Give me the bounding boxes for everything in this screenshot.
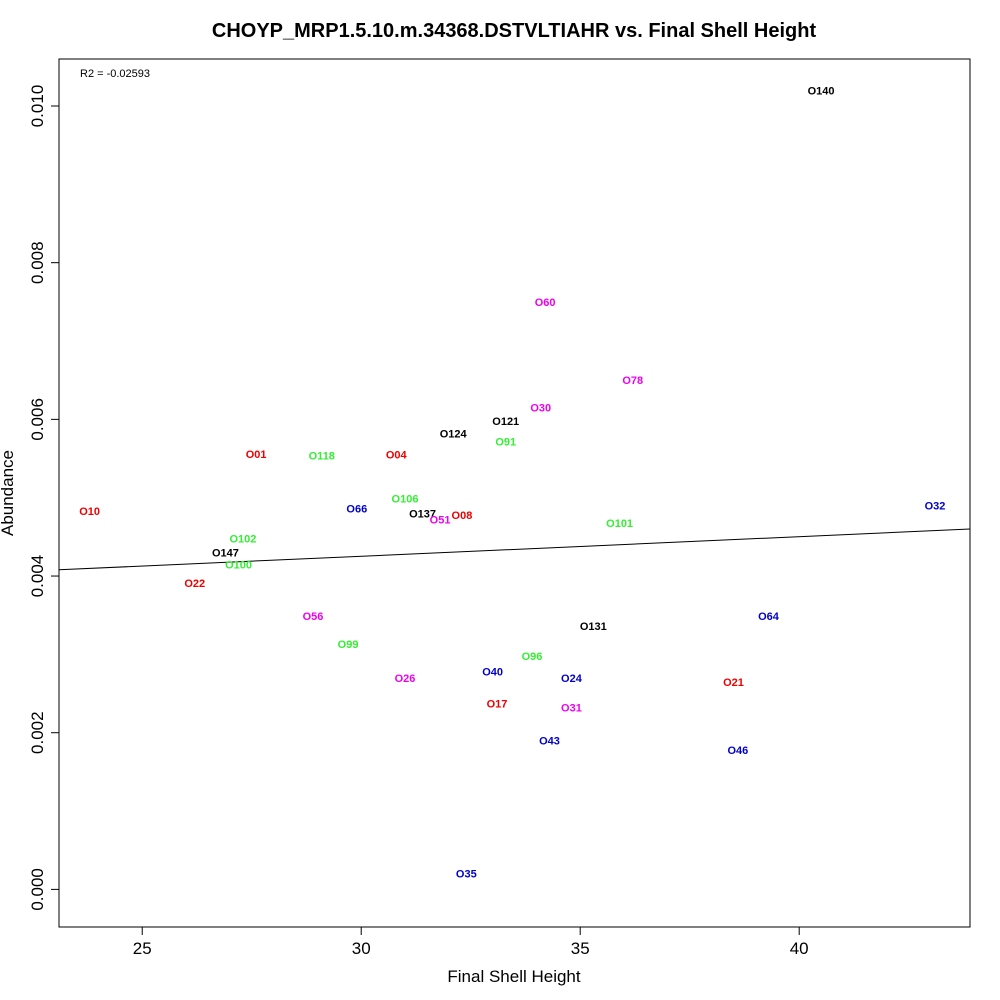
point-label-o46: O46 bbox=[727, 745, 748, 757]
y-axis: 0.000 0.002 0.004 0.006 0.008 0.010 bbox=[28, 85, 59, 911]
x-tick-label: 30 bbox=[352, 939, 371, 958]
y-tick-label: 0.010 bbox=[28, 85, 47, 128]
point-label-o24: O24 bbox=[561, 673, 583, 685]
point-label-o43: O43 bbox=[539, 736, 560, 748]
point-label-o31: O31 bbox=[561, 703, 582, 715]
y-axis-label: Abundance bbox=[0, 450, 17, 536]
point-label-o35: O35 bbox=[456, 869, 477, 881]
point-label-o26: O26 bbox=[395, 673, 416, 685]
point-label-o40: O40 bbox=[482, 667, 503, 679]
point-label-o131: O131 bbox=[580, 621, 607, 633]
point-label-o04: O04 bbox=[386, 450, 408, 462]
point-label-o102: O102 bbox=[229, 533, 256, 545]
plot-frame bbox=[58, 58, 971, 928]
chart-title: CHOYP_MRP1.5.10.m.34368.DSTVLTIAHR vs. F… bbox=[212, 20, 817, 42]
point-label-o96: O96 bbox=[522, 651, 543, 663]
point-label-o01: O01 bbox=[246, 449, 267, 461]
r2-annotation: R2 = -0.02593 bbox=[80, 68, 150, 80]
point-label-o78: O78 bbox=[622, 375, 643, 387]
point-label-o64: O64 bbox=[758, 611, 780, 623]
point-label-o10: O10 bbox=[79, 506, 100, 518]
x-tick-label: 25 bbox=[133, 939, 152, 958]
point-label-o30: O30 bbox=[530, 403, 551, 415]
point-label-o137: O137 bbox=[409, 508, 436, 520]
point-label-o60: O60 bbox=[535, 297, 556, 309]
point-label-o22: O22 bbox=[184, 578, 205, 590]
point-label-o121: O121 bbox=[492, 416, 519, 428]
point-label-o147: O147 bbox=[212, 548, 239, 560]
x-axis: 25 30 35 40 bbox=[133, 927, 809, 958]
point-label-o106: O106 bbox=[392, 493, 419, 505]
point-label-o124: O124 bbox=[440, 428, 468, 440]
point-label-o32: O32 bbox=[925, 501, 946, 513]
point-label-o118: O118 bbox=[309, 450, 335, 462]
y-tick-label: 0.004 bbox=[28, 555, 47, 598]
x-tick-label: 35 bbox=[571, 939, 590, 958]
point-label-o51: O51 bbox=[430, 515, 451, 527]
point-label-o66: O66 bbox=[346, 504, 367, 516]
point-label-o56: O56 bbox=[303, 611, 324, 623]
point-label-o17: O17 bbox=[487, 699, 508, 711]
point-label-o140: O140 bbox=[808, 85, 835, 97]
point-label-o91: O91 bbox=[495, 436, 516, 448]
y-tick-label: 0.008 bbox=[28, 241, 47, 284]
x-tick-label: 40 bbox=[790, 939, 809, 958]
regression-line bbox=[58, 528, 971, 571]
y-tick-label: 0.000 bbox=[28, 868, 47, 911]
data-points: O140 O60 O78 O30 O121 O124 O91 O01 O118 O04 O106 O3… bbox=[79, 85, 945, 880]
point-label-o21: O21 bbox=[723, 677, 744, 689]
point-label-o100: O100 bbox=[225, 559, 252, 571]
point-label-o99: O99 bbox=[338, 639, 359, 651]
point-label-o101: O101 bbox=[606, 518, 633, 530]
y-tick-label: 0.006 bbox=[28, 398, 47, 441]
point-label-o08: O08 bbox=[452, 510, 473, 522]
y-tick-label: 0.002 bbox=[28, 711, 47, 754]
x-axis-label: Final Shell Height bbox=[447, 967, 581, 986]
regression-line-group bbox=[58, 528, 971, 571]
